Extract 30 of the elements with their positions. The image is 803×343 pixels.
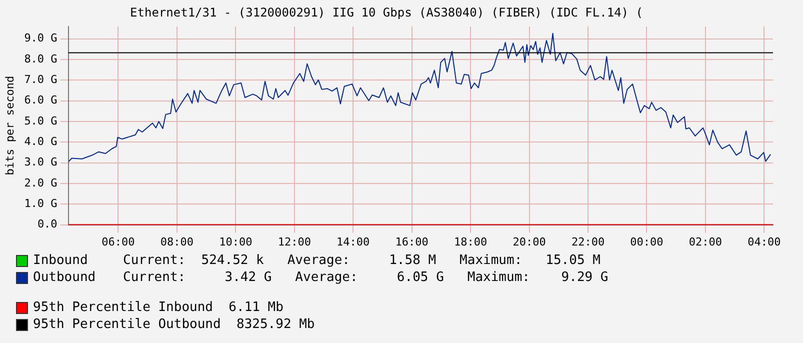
y-tick-label: 3.0 G: [24, 156, 58, 169]
x-tick-label: 22:00: [571, 235, 605, 248]
legend-label: 95th Percentile Inbound 6.11 Mb: [33, 299, 284, 316]
y-tick-label: 1.0 G: [24, 196, 58, 210]
y-tick-label: 8.0 G: [24, 52, 58, 66]
x-tick-label: 06:00: [102, 235, 135, 248]
x-tick-label: 02:00: [688, 235, 722, 248]
legend-label: 95th Percentile Outbound 8325.92 Mb: [33, 316, 315, 333]
x-tick-label: 14:00: [336, 235, 370, 248]
text: Current: 524.52 k Average: 1.58 M Maximum: 15.05 M: [123, 252, 600, 269]
x-tick-label: 00:00: [630, 235, 664, 248]
chart-title: Ethernet1/31 - (3120000291) IIG 10 Gbps (AS38040) (FIBER) (IDC FL.14) (: [130, 5, 643, 20]
x-tick-label: 10:00: [219, 235, 252, 248]
y-tick-label: 2.0 G: [24, 176, 58, 190]
legend-label: Inbound: [33, 252, 89, 269]
y-tick-label: 7.0 G: [24, 72, 58, 86]
y-tick-label: 0.0: [37, 218, 58, 231]
x-tick-label: 20:00: [512, 235, 546, 248]
legend-label: Outbound: [33, 269, 97, 286]
y-tick-label: 4.0 G: [24, 134, 58, 148]
y-tick-label: 6.0 G: [24, 94, 58, 107]
y-tick-label: 9.0 G: [24, 32, 58, 45]
y-axis-title: bits per second: [3, 76, 16, 176]
x-tick-label: 18:00: [454, 235, 488, 248]
x-tick-label: 08:00: [160, 235, 194, 248]
y-tick-label: 5.0 G: [24, 114, 58, 128]
text: Current: 3.42 G Average: 6.05 G Maximum: 9.29 G: [123, 269, 608, 286]
x-tick-label: 12:00: [278, 235, 311, 248]
x-tick-label: 16:00: [395, 235, 428, 248]
x-tick-label: 04:00: [748, 235, 781, 248]
